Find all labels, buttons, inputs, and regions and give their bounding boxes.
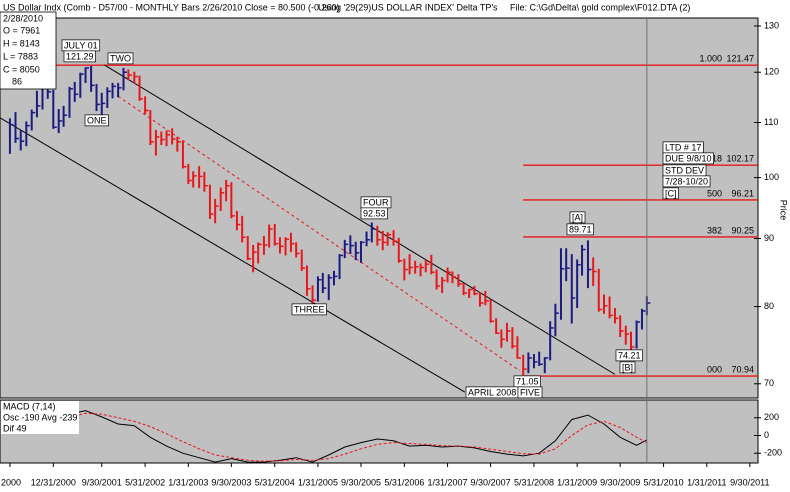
- macd-legend: MACD (7,14) Osc -190 Avg -239 Dif 49: [1, 401, 79, 434]
- annotation: 89.71: [569, 224, 592, 234]
- y-tick-label: 200: [764, 412, 779, 422]
- annotation: TWO: [110, 53, 131, 63]
- x-tick-label: 5/31/2002: [125, 477, 165, 487]
- chart-subtitle: Using '29(29)US DOLLAR INDEX' Delta TP's: [318, 2, 498, 12]
- annotation-box: [619, 361, 636, 374]
- macd-plot: [69, 410, 648, 463]
- x-tick-label: 9/30/2005: [341, 477, 381, 487]
- x-tick-label: 1/31/2005: [298, 477, 338, 487]
- x-tick-label: 9/30/2007: [471, 477, 511, 487]
- x-tick-label: 1/31/2007: [428, 477, 468, 487]
- x-tick-label: 9/30/2001: [82, 477, 122, 487]
- price-plot: [0, 64, 651, 393]
- annotation: DUE 9/8/10: [665, 153, 712, 163]
- macd-panel: [0, 399, 759, 464]
- x-tick-label: 1/31/2011: [687, 477, 726, 487]
- x-tick-label: 9/30/2003: [211, 477, 251, 487]
- annotation-box: [517, 386, 543, 399]
- macd-line: [69, 412, 648, 462]
- file-path: File: C:\Gd\Delta\ gold complex\F012.DTA…: [510, 2, 690, 12]
- annotation: JULY 01: [64, 40, 98, 50]
- info-box-frame: [0, 11, 57, 90]
- y-tick-label: 130: [764, 20, 779, 30]
- info-line: L = 7883: [3, 51, 38, 61]
- level-ratio: 500: [707, 188, 722, 198]
- level-price: 102.17: [726, 154, 754, 164]
- annotation: [A]: [572, 212, 583, 222]
- annotation: 7/28-10/20: [665, 176, 708, 186]
- annotation-box: [291, 303, 327, 316]
- macd-legend-frame: [1, 401, 79, 434]
- annotation-box: [360, 207, 388, 220]
- y-tick-label: 70: [764, 378, 774, 388]
- trendline: [104, 64, 616, 375]
- annotation: 92.53: [363, 208, 386, 218]
- annotation: ONE: [87, 115, 107, 125]
- x-tick-label: 12/31/2000: [31, 477, 76, 487]
- info-line: O = 7961: [3, 25, 40, 35]
- y-tick-label: 90: [764, 233, 774, 243]
- x-tick-label: 9/30/2011: [730, 477, 769, 487]
- annotation-box: [569, 211, 586, 224]
- annotation: 71.05: [516, 376, 539, 386]
- y-tick-label: 0: [764, 430, 769, 440]
- annotation-box: [566, 223, 594, 236]
- x-tick-label: 1/31/2009: [557, 477, 597, 487]
- info-line: H = 8143: [3, 38, 40, 48]
- level-ratio: 1.000: [699, 54, 722, 64]
- x-tick-label: 5/31/2010: [644, 477, 684, 487]
- macd-title: MACD (7,14): [3, 401, 56, 411]
- info-line: 2/28/2010: [3, 13, 43, 23]
- annotation: 74.21: [618, 350, 641, 360]
- y-tick-label: 100: [764, 172, 779, 182]
- x-tick-label: 5/31/2006: [384, 477, 424, 487]
- annotation: THREE: [294, 304, 325, 314]
- y-axis-title: Price: [779, 200, 789, 221]
- chart-title: US Dollar Indx (Comb - D57/00 - MONTHLY …: [3, 2, 340, 12]
- macd-note: Dif 49: [3, 423, 27, 433]
- annotation-box: [84, 114, 109, 127]
- annotation-box: [662, 152, 714, 165]
- y-tick-label: -200: [764, 448, 782, 458]
- annotations: JULY 01 121.29 TWO ONE THREE FOUR 92.53 …: [61, 39, 714, 399]
- annotation: STD DEV: [665, 165, 704, 175]
- macd-note: Osc -190 Avg -239: [3, 412, 77, 422]
- annotation-box: [662, 175, 711, 188]
- x-tick-label: 2000: [1, 477, 21, 487]
- x-tick-label: 1/31/2003: [168, 477, 208, 487]
- level-price: 121.47: [726, 54, 754, 64]
- annotation: LTD # 17: [665, 142, 701, 152]
- macd-line: [69, 410, 648, 463]
- x-tick-label: 5/31/2004: [255, 477, 295, 487]
- level-price: 70.94: [731, 364, 754, 374]
- level-ratio: 618: [707, 154, 722, 164]
- info-line: 86: [12, 76, 22, 86]
- annotation: [C]: [665, 188, 677, 198]
- y-tick-label: 110: [764, 117, 778, 127]
- annotation-box: [662, 187, 679, 200]
- annotation: 121.29: [66, 51, 94, 61]
- annotation: APRIL 2008: [468, 387, 516, 397]
- annotation-box: [63, 50, 96, 63]
- level-price: 90.25: [731, 225, 754, 235]
- x-tick-label: 5/31/2008: [514, 477, 554, 487]
- level-price: 96.21: [731, 188, 754, 198]
- annotation-box: [107, 52, 134, 65]
- trendline: [0, 117, 466, 393]
- level-ratio: 000: [707, 364, 722, 374]
- y-tick-label: 120: [764, 67, 779, 77]
- info-line: C = 8050: [3, 64, 40, 74]
- x-tick-label: 9/30/2009: [600, 477, 640, 487]
- levels: 121.47 1.000 102.17 618 96.21 500 90.25 382 70.9…: [0, 54, 758, 377]
- annotation: FIVE: [520, 387, 540, 397]
- annotation-box: [615, 349, 643, 362]
- y-tick-label: 80: [764, 301, 774, 311]
- annotation: FOUR: [363, 197, 389, 207]
- level-ratio: 382: [707, 225, 722, 235]
- annotation: [B]: [622, 362, 633, 372]
- info-box: 2/28/2010 O = 7961 H = 8143 L = 7883 C =…: [0, 11, 57, 90]
